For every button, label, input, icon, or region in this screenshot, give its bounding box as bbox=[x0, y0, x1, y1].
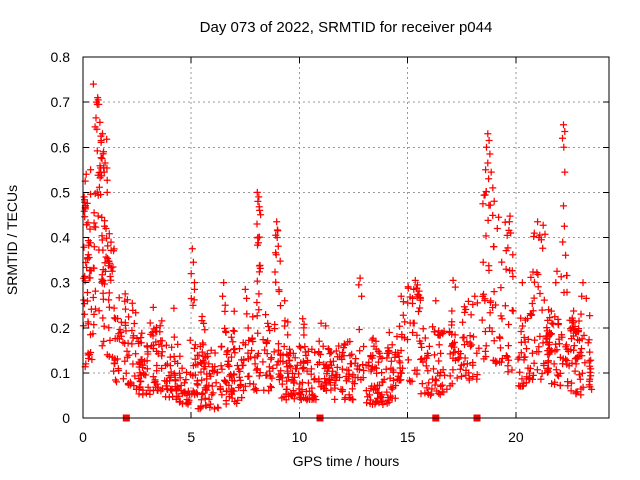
axes-and-ticks bbox=[82, 56, 610, 419]
y-tick-label: 0.3 bbox=[51, 275, 71, 291]
x-tick-label: 20 bbox=[508, 429, 524, 445]
x-tick-label: 5 bbox=[187, 429, 195, 445]
y-tick-label: 0.2 bbox=[51, 320, 71, 336]
grid-lines bbox=[83, 57, 609, 418]
scatter-cluster-points bbox=[79, 125, 596, 413]
y-axis-label: SRMTID / TECUs bbox=[4, 185, 20, 295]
x-tick-label: 0 bbox=[79, 429, 87, 445]
plot-border bbox=[82, 56, 610, 419]
y-tick-label: 0.7 bbox=[51, 94, 71, 110]
y-tick-label: 0.6 bbox=[51, 139, 71, 155]
scatter-points bbox=[79, 80, 596, 422]
tick-labels: 0 5 10 15 20 0 0.1 0.2 0.3 0.4 0.5 0.6 0.7 0.8 bbox=[51, 49, 524, 445]
x-tick-label: 15 bbox=[400, 429, 416, 445]
y-tick-label: 0.1 bbox=[51, 365, 71, 381]
scatter-highlight-points bbox=[80, 80, 590, 327]
y-tick-label: 0.5 bbox=[51, 184, 71, 200]
chart-title: Day 073 of 2022, SRMTID for receiver p04… bbox=[200, 19, 493, 36]
y-tick-label: 0 bbox=[62, 410, 70, 426]
y-tick-label: 0.4 bbox=[51, 230, 71, 246]
x-axis-label: GPS time / hours bbox=[293, 453, 400, 469]
y-tick-label: 0.8 bbox=[51, 49, 71, 65]
x-tick-label: 10 bbox=[292, 429, 308, 445]
